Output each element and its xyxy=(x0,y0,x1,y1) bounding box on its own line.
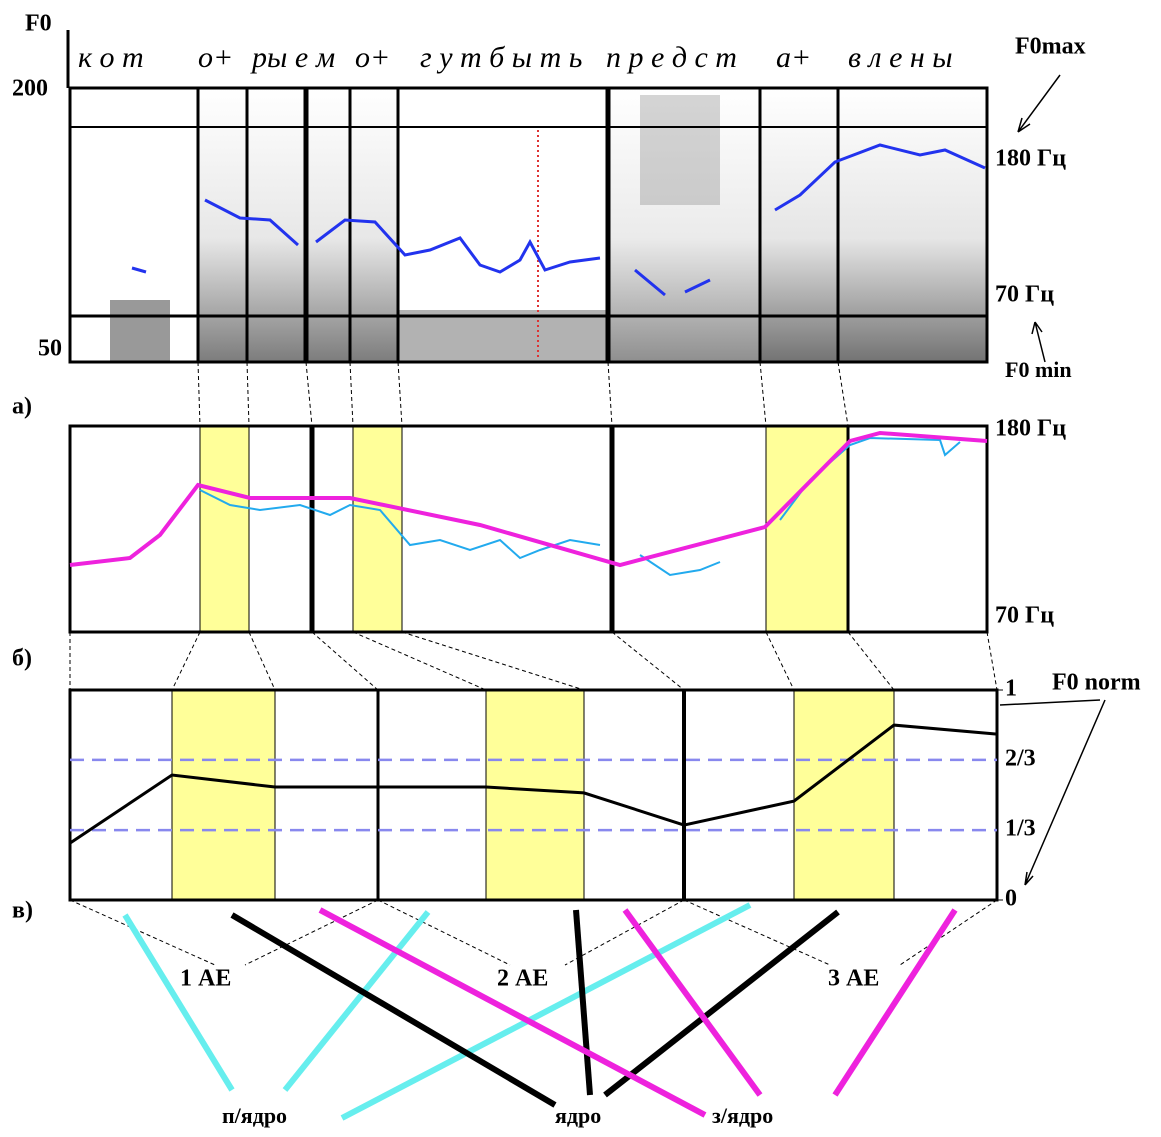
y-tick-label: 2/3 xyxy=(1005,745,1036,771)
spectrogram xyxy=(68,86,989,364)
f0min-label: F0 min xyxy=(1005,357,1072,382)
syllable: м xyxy=(315,41,335,74)
panel-label: а) xyxy=(12,394,32,420)
f0max-label: F0max xyxy=(1015,34,1086,60)
f0norm-label: F0 norm xyxy=(1052,670,1141,696)
syllable: в л е н ы xyxy=(848,41,953,74)
hz-label: 180 Гц xyxy=(995,416,1066,442)
syllable: ры е xyxy=(250,41,308,74)
panel-label: в) xyxy=(12,898,33,924)
syllable: г у т б ы т ь xyxy=(420,41,582,74)
syllable: а+ xyxy=(776,41,811,74)
arrows xyxy=(66,30,1106,886)
f0-label: F0 xyxy=(25,11,52,37)
role-label: ядро xyxy=(555,1103,601,1128)
hz-label: 70 Гц xyxy=(995,603,1054,629)
panel-label: б) xyxy=(12,646,32,672)
role-label: п/ядро xyxy=(222,1103,287,1128)
hz-label: 70 Гц xyxy=(995,282,1054,308)
syllable: к о т xyxy=(78,41,144,74)
spec-top: 200 xyxy=(12,76,48,102)
spec-bottom: 50 xyxy=(38,336,62,362)
f0-norm-line xyxy=(69,723,998,845)
syllable: о+ xyxy=(198,41,233,74)
hz-label: 180 Гц xyxy=(995,146,1066,172)
y-tick-label: 1 xyxy=(1005,676,1017,702)
unit-label: 3 АЕ xyxy=(828,966,879,992)
unit-label: 1 АЕ xyxy=(180,966,231,992)
syllable: п р е д с т xyxy=(606,41,737,74)
panel-a xyxy=(68,424,989,634)
connectors xyxy=(69,361,998,966)
syllable: о+ xyxy=(355,41,390,74)
panel-b xyxy=(68,688,999,902)
role-links xyxy=(122,902,958,1121)
unit-label: 2 АЕ xyxy=(497,966,548,992)
y-tick-label: 0 xyxy=(1005,886,1017,912)
role-label: з/ядро xyxy=(712,1103,773,1128)
y-tick-label: 1/3 xyxy=(1005,816,1036,842)
